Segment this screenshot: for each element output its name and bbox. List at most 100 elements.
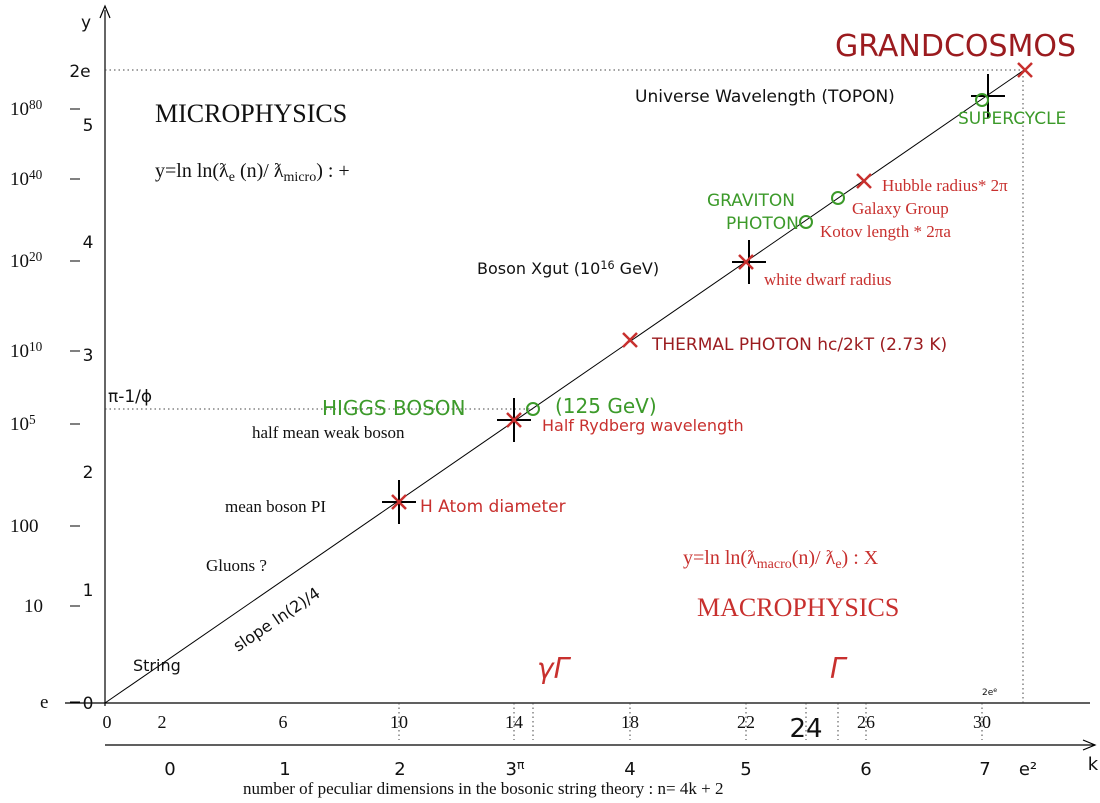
label: white dwarf radius (764, 270, 891, 289)
text-part: Galaxy Group (852, 199, 949, 218)
text-part: e (40, 692, 48, 713)
superscript: 20 (29, 249, 43, 264)
text-part: mean boson PI (225, 497, 326, 516)
text-part: 0 (164, 759, 175, 780)
label: 1040 (10, 167, 43, 190)
text-part: π-1/ϕ (108, 387, 152, 407)
text-part: k (1088, 754, 1099, 775)
label: 2e (69, 62, 90, 82)
text-part: 10 (10, 251, 29, 272)
label: 10 (390, 712, 408, 732)
superscript: 10 (29, 339, 43, 354)
label: MICROPHYSICS (155, 99, 347, 128)
label: mean boson PI (225, 497, 326, 516)
label: Gluons ? (206, 556, 267, 575)
text-part: Hubble radius* 2π (882, 176, 1008, 195)
text-part: ) : + (316, 160, 350, 182)
text-part: white dwarf radius (764, 270, 891, 289)
text-part: GRANDCOSMOS (835, 29, 1076, 64)
superscript: e (993, 687, 997, 694)
label: k (1088, 754, 1099, 775)
text-part: 10 (10, 169, 29, 190)
label: half mean weak boson (252, 423, 405, 442)
superscript: 5 (29, 412, 36, 427)
text-part: 5 (740, 759, 751, 780)
text-part: GRAVITON (707, 191, 795, 211)
text-part: Kotov length * 2πa (820, 222, 951, 241)
x-marker (622, 332, 638, 348)
text-part: slope ln(2)/4 (230, 583, 324, 655)
label: 26 (857, 712, 875, 732)
label: 7 (979, 759, 990, 780)
subscript: e (229, 170, 235, 185)
label: y (81, 13, 91, 33)
text-part: PHOTON (726, 214, 799, 234)
text-part: GeV) (615, 259, 660, 278)
text-part: MICROPHYSICS (155, 99, 347, 128)
text-part: 2e (982, 688, 994, 698)
x-marker (391, 494, 407, 510)
label: THERMAL PHOTON hc/2kT (2.73 K) (651, 335, 947, 355)
text-part: 10 (10, 414, 29, 435)
label: 5 (740, 759, 751, 780)
text-part: Boson Xgut (10 (477, 259, 600, 278)
text-part: SUPERCYCLE (958, 109, 1066, 129)
text-part: 4 (624, 759, 635, 780)
label: γΓ (537, 652, 572, 685)
x-marker (1017, 62, 1033, 78)
label: Galaxy Group (852, 199, 949, 218)
plus-marker (732, 240, 766, 284)
trend-line (104, 65, 1031, 704)
x-marker (856, 173, 872, 189)
label: SUPERCYCLE (958, 109, 1066, 129)
label: 2 (394, 759, 405, 780)
label: 0 (103, 712, 112, 732)
text-part: String (133, 656, 181, 675)
y-arrow (99, 4, 111, 19)
label: y=ln ln(ƛe (n)/ ƛmicro) : + (155, 160, 350, 185)
label: String (133, 656, 181, 675)
circle-marker (799, 215, 813, 229)
text-part: 10 (24, 596, 43, 617)
guides (105, 69, 1024, 740)
text-part: y=ln ln(ƛ (683, 547, 757, 569)
label: 22 (737, 712, 755, 732)
label: (125 GeV) (555, 394, 657, 418)
label: GRAVITON (707, 191, 795, 211)
label: π-1/ϕ (108, 387, 152, 407)
label: 0 (83, 694, 94, 714)
text-part: 100 (10, 516, 39, 537)
circle-marker (526, 402, 540, 416)
text-part: y=ln ln(ƛ (155, 160, 229, 182)
superscript: 40 (29, 167, 43, 182)
label: 105 (10, 412, 36, 435)
label: 1010 (10, 339, 43, 362)
label: 2ee (982, 687, 997, 698)
label: 1080 (10, 97, 43, 120)
label: 1 (279, 759, 290, 780)
text-part: 10 (10, 99, 29, 120)
label: 0 (164, 759, 175, 780)
text-part: (n)/ ƛ (792, 547, 836, 569)
text-part: γΓ (537, 652, 572, 685)
text-part: number of peculiar dimensions in the bos… (243, 779, 723, 798)
label: Γ (830, 652, 848, 685)
label: HIGGS BOSON (322, 396, 466, 420)
label: e (40, 692, 48, 713)
label: y=ln ln(ƛmacro(n)/ ƛe) : X (683, 547, 879, 572)
superscript: 80 (29, 97, 43, 112)
subscript: micro (284, 170, 317, 185)
text-part: 6 (860, 759, 871, 780)
text-part: Gluons ? (206, 556, 267, 575)
label: Kotov length * 2πa (820, 222, 951, 241)
markers (382, 62, 1033, 524)
text-part: Universe Wavelength (TOPON) (635, 87, 895, 107)
text-part: half mean weak boson (252, 423, 405, 442)
label: 10 (24, 596, 43, 617)
text-part: 10 (10, 341, 29, 362)
label: 1020 (10, 249, 43, 272)
superscript: 16 (600, 259, 614, 272)
text-part: H Atom diameter (420, 497, 566, 517)
